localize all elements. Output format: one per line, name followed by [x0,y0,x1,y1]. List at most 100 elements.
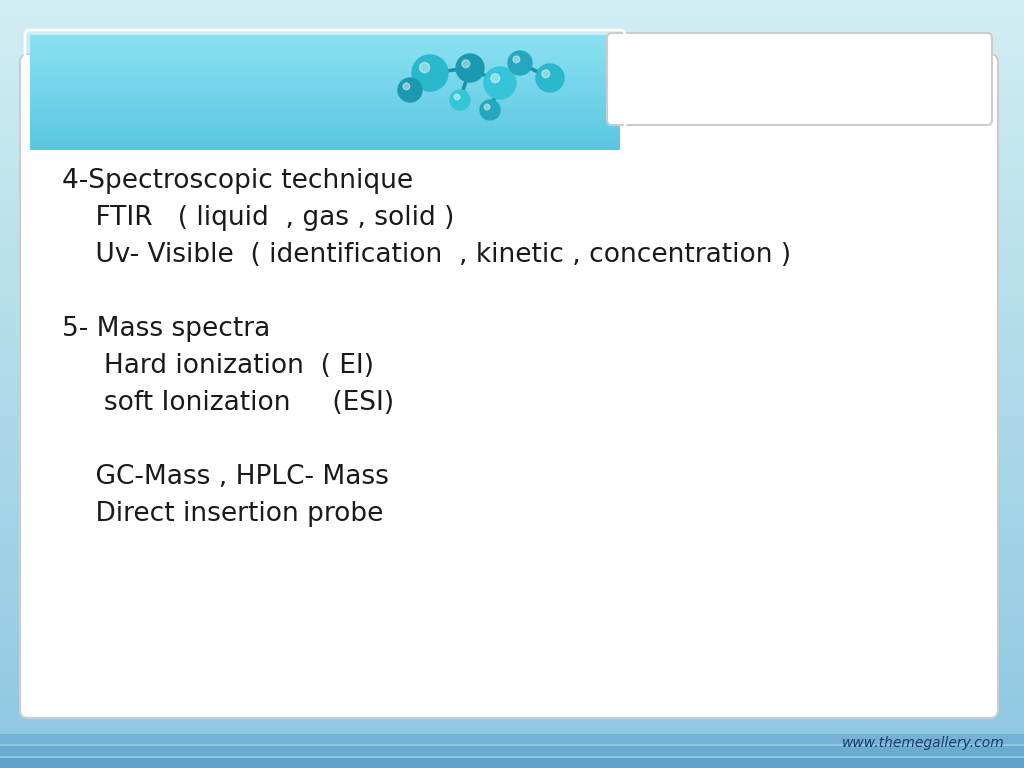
Bar [0,614,1024,615]
Bar [0,219,1024,220]
Bar [0,705,1024,706]
Bar [0,537,1024,538]
Bar [0,229,1024,230]
Bar [0,8,1024,9]
Bar [0,73,1024,74]
Bar [30,146,620,147]
Bar [0,141,1024,142]
Bar [0,298,1024,299]
Bar [0,447,1024,448]
Bar [0,577,1024,578]
Bar [0,163,1024,164]
Bar [0,331,1024,332]
Bar [30,70,620,71]
Bar [0,692,1024,693]
Text: soft Ionization     (ESI): soft Ionization (ESI) [62,390,394,416]
Bar [0,226,1024,227]
Bar [0,761,1024,762]
Bar [0,381,1024,382]
Bar [0,362,1024,363]
Bar [0,233,1024,234]
Bar [0,335,1024,336]
Bar [0,74,1024,75]
Bar [0,569,1024,570]
Bar [0,593,1024,594]
Bar [0,531,1024,532]
Bar [0,677,1024,678]
Bar [0,162,1024,163]
Bar [0,21,1024,22]
Bar [0,461,1024,462]
Bar [0,324,1024,325]
Bar [0,757,1024,758]
Bar [0,245,1024,246]
Bar [0,763,1024,764]
Bar [0,258,1024,259]
Bar [0,137,1024,138]
Bar [0,38,1024,39]
Bar [0,728,1024,729]
Bar [0,760,1024,761]
Bar [0,83,1024,84]
Bar [0,143,1024,144]
Bar [0,703,1024,704]
Bar [30,46,620,47]
Bar [0,341,1024,342]
Bar [0,585,1024,586]
Bar [0,319,1024,320]
Bar [0,475,1024,476]
Bar [0,103,1024,104]
Bar [0,649,1024,650]
Bar [0,578,1024,579]
Bar [0,39,1024,40]
Bar [30,106,620,107]
Bar [0,199,1024,200]
Text: GC-Mass , HPLC- Mass: GC-Mass , HPLC- Mass [62,464,389,490]
Bar [0,495,1024,496]
Bar [0,487,1024,488]
Bar [0,6,1024,7]
Bar [0,405,1024,406]
Bar [0,459,1024,460]
Bar [0,213,1024,214]
Bar [0,457,1024,458]
Bar [0,399,1024,400]
Bar [0,724,1024,725]
Bar [0,596,1024,597]
Bar [0,371,1024,372]
Bar [0,261,1024,262]
Bar [0,348,1024,349]
Bar [0,714,1024,715]
Bar [0,723,1024,724]
Bar [0,106,1024,107]
Bar [0,187,1024,188]
Bar [0,230,1024,231]
Bar [0,661,1024,662]
Bar [0,339,1024,340]
Bar [0,530,1024,531]
Bar [30,102,620,103]
Text: Direct insertion probe: Direct insertion probe [62,501,383,527]
Bar [30,77,620,78]
Bar [0,415,1024,416]
Bar [0,180,1024,181]
Bar [0,510,1024,511]
Bar [0,717,1024,718]
Bar [0,76,1024,77]
Bar [0,600,1024,601]
Bar [0,514,1024,515]
Bar [0,55,1024,56]
Bar [0,492,1024,493]
Bar [0,611,1024,612]
Bar [0,536,1024,537]
Bar [0,380,1024,381]
Bar [0,452,1024,453]
Bar [0,169,1024,170]
Bar [0,160,1024,161]
Bar [30,54,620,55]
Bar [30,131,620,132]
Bar [30,71,620,72]
Bar [0,359,1024,360]
Bar [0,669,1024,670]
Bar [30,94,620,95]
